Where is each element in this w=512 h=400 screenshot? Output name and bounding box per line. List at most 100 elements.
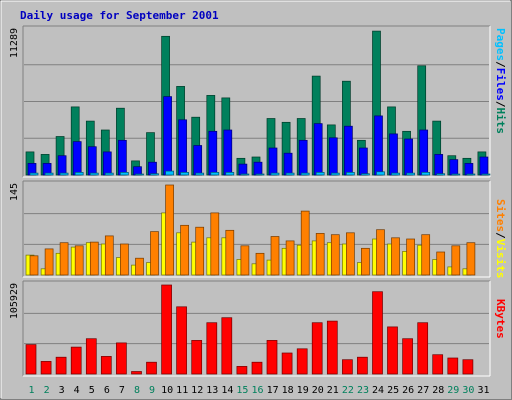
bar-files-day-22: [344, 125, 353, 176]
bar-files-day-5: [87, 146, 97, 176]
bar-kbytes-day-30: [462, 359, 474, 375]
series-label-part: Files: [494, 68, 507, 101]
panel-hits-files-pages: 11289 Pages/Files/Hits: [9, 25, 507, 178]
bar-kbytes-day-18: [281, 352, 293, 375]
series-label: KBytes: [494, 299, 507, 339]
bar-files-day-7: [118, 139, 127, 176]
series-label-part: Sites: [494, 199, 507, 232]
bar-pages-day-31: [481, 173, 491, 176]
day-label-16: 16: [251, 385, 263, 396]
bar-pages-day-4: [74, 172, 84, 176]
bar-sites-day-6: [104, 235, 114, 276]
day-label-3: 3: [59, 385, 65, 396]
bar-sites-day-24: [376, 229, 385, 276]
bar-pages-day-21: [330, 172, 340, 176]
bar-kbytes-day-4: [70, 346, 82, 375]
bar-sites-day-4: [74, 245, 84, 276]
bar-sites-day-15: [240, 245, 250, 276]
bar-kbytes-day-27: [417, 322, 429, 375]
bar-sites-day-27: [421, 234, 431, 276]
day-label-5: 5: [89, 385, 95, 396]
series-label: Pages/Files/Hits: [494, 28, 507, 134]
bar-files-day-9: [148, 161, 157, 176]
bar-kbytes-day-16: [251, 361, 263, 375]
bar-sites-day-25: [391, 237, 400, 276]
bar-kbytes-day-12: [191, 340, 203, 375]
bar-pages-day-13: [210, 172, 220, 176]
bar-sites-day-9: [150, 231, 159, 276]
bar-pages-day-3: [59, 172, 69, 176]
bar-kbytes-day-23: [357, 356, 368, 375]
day-label-12: 12: [191, 385, 203, 396]
bar-files-day-20: [313, 123, 323, 176]
bar-kbytes-day-22: [342, 359, 353, 375]
day-axis: 1 2 3 4 5 6 7 8 9 10 11 12 13 14 15 16 17 18 19 20 21 22 23 24 2…: [28, 385, 489, 396]
bar-sites-day-30: [466, 242, 476, 276]
bar-pages-day-8: [135, 173, 144, 176]
ymax-label: 145: [9, 183, 20, 201]
bar-files-day-31: [479, 156, 489, 176]
bar-sites-day-19: [300, 210, 310, 276]
bar-sites-day-29: [451, 245, 461, 276]
bar-sites-day-11: [180, 224, 189, 276]
day-label-27: 27: [417, 385, 429, 396]
bar-pages-day-2: [44, 172, 54, 176]
day-label-23: 23: [357, 385, 369, 396]
bar-kbytes-day-25: [387, 326, 398, 375]
bar-pages-day-20: [315, 172, 325, 176]
day-label-7: 7: [119, 385, 125, 396]
bar-kbytes-day-15: [236, 366, 248, 375]
bar-kbytes-day-28: [432, 354, 444, 375]
ymax-label: 105929: [9, 283, 20, 319]
day-label-31: 31: [477, 385, 489, 396]
bar-pages-day-5: [89, 172, 99, 176]
bar-files-day-10: [163, 96, 172, 176]
bar-pages-day-18: [285, 172, 295, 176]
bar-kbytes-day-13: [206, 322, 218, 375]
day-label-24: 24: [372, 385, 384, 396]
series-label-part: Hits: [494, 108, 507, 135]
bar-kbytes-day-1: [25, 344, 37, 375]
day-label-13: 13: [206, 385, 218, 396]
bar-sites-day-5: [89, 241, 99, 276]
bar-sites-day-22: [346, 232, 355, 276]
bar-kbytes-day-29: [447, 357, 459, 375]
day-label-15: 15: [236, 385, 248, 396]
bar-pages-day-16: [255, 173, 265, 176]
series-label: Sites/Visits: [494, 199, 507, 279]
bar-sites-day-7: [120, 243, 129, 276]
bar-files-day-25: [389, 133, 398, 176]
day-label-2: 2: [44, 385, 50, 396]
bar-sites-day-1: [29, 255, 39, 276]
bar-files-day-11: [178, 119, 187, 176]
bar-files-day-15: [238, 163, 248, 176]
day-label-19: 19: [297, 385, 309, 396]
bar-kbytes-day-5: [85, 338, 97, 375]
day-label-22: 22: [342, 385, 354, 396]
bar-kbytes-day-3: [55, 356, 67, 375]
bar-kbytes-day-24: [372, 291, 383, 375]
bar-files-day-19: [298, 139, 308, 176]
bar-sites-day-26: [406, 238, 415, 276]
bar-sites-day-23: [361, 247, 370, 276]
day-label-14: 14: [221, 385, 233, 396]
series-label-part: /: [494, 61, 507, 68]
day-label-1: 1: [28, 385, 34, 396]
bar-sites-day-13: [210, 212, 220, 276]
bar-pages-day-6: [104, 172, 114, 176]
panels-group: 11289 Pages/Files/Hits145Sites/Visits1059…: [9, 25, 507, 377]
bar-files-day-13: [208, 130, 218, 176]
bar-files-day-14: [223, 129, 233, 176]
bar-pages-day-9: [150, 173, 159, 176]
day-label-21: 21: [327, 385, 339, 396]
bar-pages-day-28: [436, 173, 446, 176]
bar-kbytes-day-10: [161, 284, 172, 375]
bar-pages-day-24: [376, 171, 385, 176]
bar-kbytes-day-11: [176, 306, 187, 375]
bar-kbytes-day-20: [311, 322, 323, 375]
day-label-18: 18: [282, 385, 294, 396]
bar-kbytes-day-7: [116, 342, 127, 375]
series-label-part: KBytes: [494, 299, 507, 339]
bar-pages-day-25: [391, 172, 400, 176]
